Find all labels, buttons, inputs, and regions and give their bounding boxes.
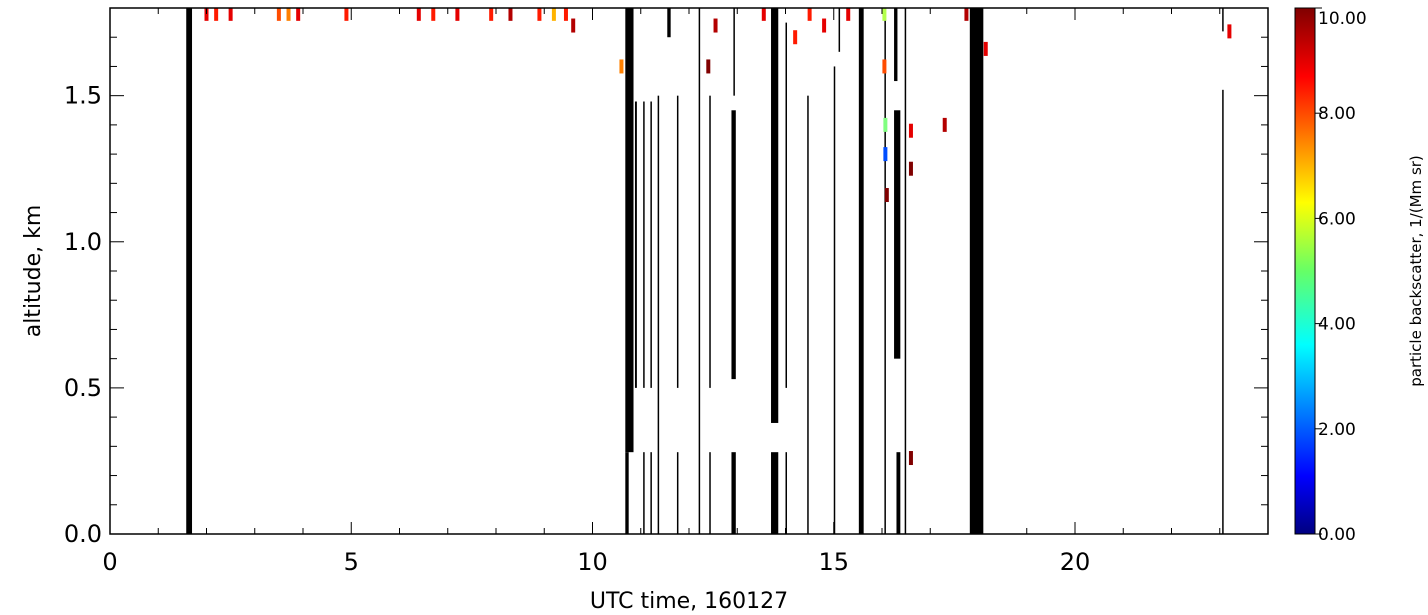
missing-data-column — [676, 452, 679, 534]
missing-data-column — [643, 101, 645, 388]
missing-data-layer — [186, 8, 1224, 534]
data-point — [883, 147, 888, 162]
data-point — [908, 161, 913, 176]
data-point — [276, 8, 281, 21]
x-axis: 0 5 10 15 20 — [102, 8, 1269, 576]
colorbar-tick-label: 6.00 — [1318, 209, 1356, 229]
data-point — [761, 8, 766, 21]
x-tick-label: 5 — [344, 548, 359, 576]
data-point — [942, 117, 947, 132]
data-layer — [204, 8, 1232, 466]
colorbar-axis: 0.00 2.00 4.00 6.00 8.00 10.00 — [1315, 7, 1367, 545]
missing-data-column — [858, 8, 864, 534]
missing-data-column — [731, 452, 736, 534]
missing-data-column — [896, 452, 901, 534]
missing-data-column — [643, 452, 645, 534]
data-point — [964, 8, 969, 21]
missing-data-column — [625, 452, 629, 534]
data-point — [551, 8, 556, 21]
y-axis-title: altitude, km — [21, 205, 46, 338]
missing-data-column — [771, 452, 779, 534]
data-point — [563, 8, 568, 21]
missing-data-column — [733, 8, 735, 96]
data-point — [883, 117, 888, 132]
data-point — [489, 8, 494, 21]
data-point — [416, 8, 421, 21]
data-point — [846, 8, 851, 21]
colorbar-tick-label: 10.00 — [1318, 9, 1367, 29]
colorbar-tick-label: 4.00 — [1318, 315, 1356, 335]
data-point — [537, 8, 542, 21]
data-point — [807, 8, 812, 21]
colorbar-tick-label: 8.00 — [1318, 104, 1356, 124]
data-point — [344, 8, 349, 21]
data-point — [204, 8, 209, 21]
data-point — [706, 59, 711, 74]
y-tick-label: 1.0 — [64, 228, 102, 256]
missing-data-column — [894, 110, 901, 359]
data-point — [214, 8, 219, 21]
missing-data-column — [657, 95, 660, 534]
plot-background — [110, 8, 1268, 534]
data-point — [882, 8, 887, 21]
missing-data-column — [1222, 89, 1224, 534]
missing-data-column — [807, 95, 809, 534]
missing-data-column — [709, 452, 711, 534]
data-point — [286, 8, 291, 21]
x-tick-label: 20 — [1060, 548, 1091, 576]
missing-data-column — [838, 8, 841, 52]
data-point — [908, 451, 913, 466]
missing-data-column — [698, 8, 701, 534]
missing-data-column — [709, 95, 711, 388]
missing-data-column — [785, 452, 787, 534]
data-point — [431, 8, 436, 21]
x-axis-title: UTC time, 160127 — [590, 589, 788, 614]
y-tick-label: 0.0 — [64, 520, 102, 548]
data-point — [908, 123, 913, 138]
colorbar-tick-label: 0.00 — [1318, 525, 1356, 545]
y-tick-label: 0.5 — [64, 374, 102, 402]
data-point — [508, 8, 513, 21]
missing-data-column — [186, 8, 193, 534]
data-point — [1227, 24, 1232, 39]
missing-data-column — [884, 8, 886, 534]
missing-data-column — [650, 452, 652, 534]
data-point — [571, 18, 576, 33]
missing-data-column — [676, 95, 679, 388]
data-point — [882, 59, 887, 74]
missing-data-column — [894, 8, 898, 82]
data-point — [619, 59, 624, 74]
missing-data-column — [650, 101, 652, 388]
colorbar-label: particle backscatter, 1/(Mm sr) — [1407, 155, 1425, 387]
x-tick-label: 15 — [818, 548, 849, 576]
missing-data-column — [667, 8, 671, 38]
y-axis: 0.0 0.5 1.0 1.5 — [64, 7, 1268, 548]
missing-data-column — [1222, 8, 1224, 32]
data-point — [822, 18, 827, 33]
data-point — [983, 41, 988, 56]
data-point — [793, 30, 798, 45]
colorbar-tick-label: 2.00 — [1318, 420, 1356, 440]
data-point — [884, 188, 889, 203]
missing-data-column — [625, 8, 634, 453]
data-point — [296, 8, 301, 21]
y-tick-label: 1.5 — [64, 82, 102, 110]
x-tick-label: 0 — [102, 548, 117, 576]
missing-data-column — [731, 110, 736, 380]
colorbar — [1294, 7, 1316, 535]
missing-data-column — [771, 8, 779, 423]
data-point — [713, 18, 718, 33]
data-point — [455, 8, 460, 21]
missing-data-column — [634, 101, 637, 388]
missing-data-column — [969, 8, 984, 534]
missing-data-column — [833, 66, 836, 534]
missing-data-column — [904, 8, 907, 534]
missing-data-column — [785, 22, 787, 388]
x-tick-label: 10 — [577, 548, 608, 576]
data-point — [228, 8, 233, 21]
